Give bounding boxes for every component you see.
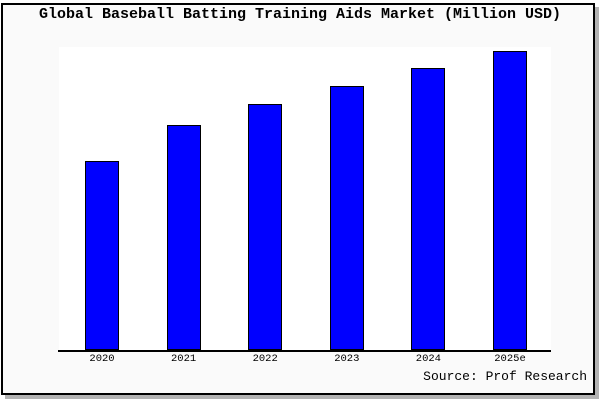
- x-tick-label-2025e: 2025e: [494, 353, 526, 365]
- x-tick-label-2021: 2021: [170, 353, 197, 365]
- bar-2020: [85, 161, 119, 350]
- x-tick-label-2024: 2024: [415, 353, 441, 365]
- chart-title: Global Baseball Batting Training Aids Ma…: [38, 6, 562, 23]
- x-tick-label-2020: 2020: [89, 353, 115, 365]
- bar-2021: [166, 125, 201, 350]
- x-tick-label-2022: 2022: [252, 353, 278, 365]
- source-credit: Source: Prof Research: [423, 369, 587, 384]
- plot-area: [59, 47, 551, 350]
- x-tick-label-2023: 2023: [334, 353, 360, 365]
- bar-2023: [329, 86, 364, 350]
- bar-2025e: [493, 50, 527, 350]
- bar-2022: [248, 104, 283, 350]
- x-axis-line: [58, 350, 551, 352]
- bar-2024: [411, 68, 446, 350]
